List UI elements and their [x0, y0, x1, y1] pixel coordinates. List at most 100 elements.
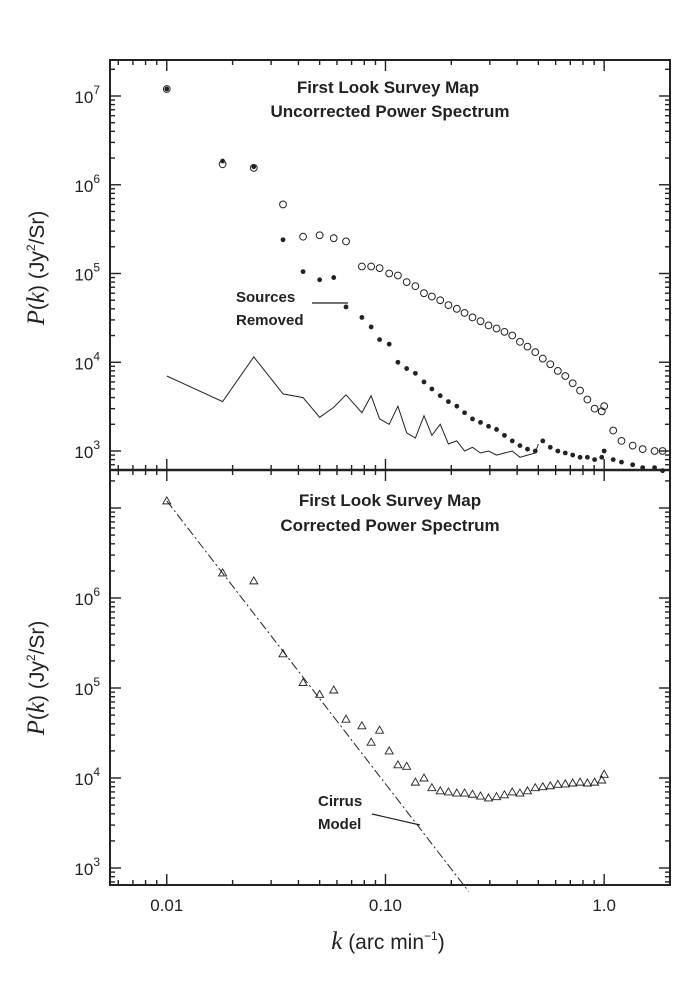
open-triangle-point: [538, 781, 548, 791]
open-circle-point: [628, 441, 637, 450]
open-triangle-point: [357, 720, 367, 730]
open-triangle-point: [475, 791, 486, 800]
filled-circle-point: [494, 427, 499, 432]
open-triangle-point: [491, 791, 502, 801]
bottom-y-axis-label: P(k) (Jy2/Sr): [23, 621, 50, 737]
top-panel-ticks: [110, 60, 670, 470]
filled-circle-point: [343, 304, 349, 310]
filled-circle-point: [610, 457, 616, 463]
open-triangle-point: [499, 789, 510, 799]
open-circle-point: [508, 331, 517, 340]
open-triangle-point: [435, 785, 446, 795]
filled-circle-point: [640, 465, 646, 471]
open-triangle-point: [467, 789, 478, 798]
filled-circle-point: [478, 420, 483, 425]
open-circle-point: [375, 264, 384, 273]
open-circle-point: [576, 386, 584, 395]
open-triangle-point: [249, 575, 259, 585]
filled-circle-point: [164, 86, 170, 92]
filled-circle-point: [584, 454, 590, 460]
open-triangle-point: [575, 777, 585, 786]
open-circle-point: [553, 366, 562, 375]
open-triangle-point: [459, 788, 470, 797]
open-triangle-point: [366, 737, 376, 746]
sources-removed-annotation-line1: Sources: [236, 289, 295, 306]
open-circle-point: [516, 337, 524, 346]
x-tick-labels: 0.01 0.10 1.0: [150, 896, 616, 915]
bottom-panel-title: First Look Survey Map: [299, 491, 481, 510]
sources-removed-annotation-line2: Removed: [236, 312, 304, 329]
noise-line: [166, 356, 539, 458]
top-y-axis-label: P(k) (Jy2/Sr): [23, 211, 50, 327]
filled-circle-point: [280, 237, 286, 243]
open-triangle-point: [507, 787, 518, 796]
open-triangle-point: [596, 775, 607, 784]
filled-circle-point: [486, 423, 491, 429]
filled-circle-point: [446, 399, 451, 405]
bottom-y-tick-labels: 106 105 104 103: [74, 585, 100, 879]
open-circle-point: [342, 237, 350, 246]
cirrus-model-annotation-line2: Model: [318, 816, 361, 833]
open-triangle-point: [328, 685, 339, 694]
y-tick-label: 103: [74, 438, 100, 462]
open-triangle-point: [545, 780, 556, 790]
open-circle-point: [452, 304, 461, 313]
filled-circle-point: [619, 459, 624, 465]
filled-circle-point: [630, 462, 636, 468]
filled-circle-point: [462, 410, 467, 416]
open-circle-point: [600, 402, 609, 411]
filled-circle-point: [317, 277, 323, 283]
open-circle-point: [279, 200, 287, 209]
open-circle-point: [402, 278, 411, 287]
open-circle-point: [568, 379, 577, 388]
filled-circle-point: [251, 164, 257, 170]
top-panel-title: First Look Survey Map: [297, 78, 479, 97]
filled-circle-point: [404, 366, 410, 371]
y-tick-label: 103: [74, 855, 100, 879]
open-circle-point: [385, 269, 394, 278]
y-tick-label: 104: [74, 765, 100, 789]
filled-circle-point: [331, 275, 337, 280]
open-triangle-point: [582, 778, 593, 787]
open-circle-point: [538, 354, 547, 363]
y-tick-label: 106: [74, 585, 100, 609]
x-tick-label: 0.10: [369, 896, 402, 915]
filled-circle-point: [577, 454, 583, 460]
top-y-tick-labels: 107 106 105 104 103: [74, 83, 100, 462]
open-triangle-point: [427, 782, 437, 792]
filled-circle-point: [377, 337, 382, 342]
open-circle-point: [420, 289, 428, 298]
open-circle-point: [609, 426, 618, 435]
filled-circle-point: [429, 386, 435, 392]
y-tick-label: 105: [74, 675, 100, 699]
filled-circle-point: [470, 416, 475, 422]
filled-circle-point: [599, 454, 605, 460]
open-triangle-point: [560, 778, 571, 788]
filled-circle-point: [601, 448, 607, 454]
top-panel-frame: [109, 59, 671, 471]
open-circle-point: [436, 296, 445, 305]
open-circle-point: [561, 372, 570, 380]
open-circle-point: [546, 360, 555, 369]
open-circle-point: [315, 231, 324, 240]
open-circle-point: [460, 308, 469, 317]
filled-circle-point: [570, 452, 576, 458]
y-tick-label: 105: [74, 261, 100, 285]
open-triangle-point: [298, 677, 308, 686]
open-triangle-point: [314, 689, 325, 698]
open-circle-point: [411, 282, 420, 291]
bottom-panel-subtitle: Corrected Power Spectrum: [280, 516, 499, 535]
open-circle-point: [658, 447, 667, 455]
filled-circle-point: [540, 438, 546, 444]
filled-circle-point: [592, 457, 597, 463]
filled-circle-point: [562, 450, 568, 456]
open-circle-point: [492, 324, 501, 333]
open-circle-point: [484, 321, 493, 330]
y-tick-label: 107: [74, 83, 100, 107]
open-triangle-point: [419, 773, 429, 782]
open-triangle-point: [401, 761, 412, 770]
open-triangle-point: [341, 714, 351, 723]
open-circle-point: [329, 234, 338, 243]
filled-circle-point: [517, 443, 523, 449]
